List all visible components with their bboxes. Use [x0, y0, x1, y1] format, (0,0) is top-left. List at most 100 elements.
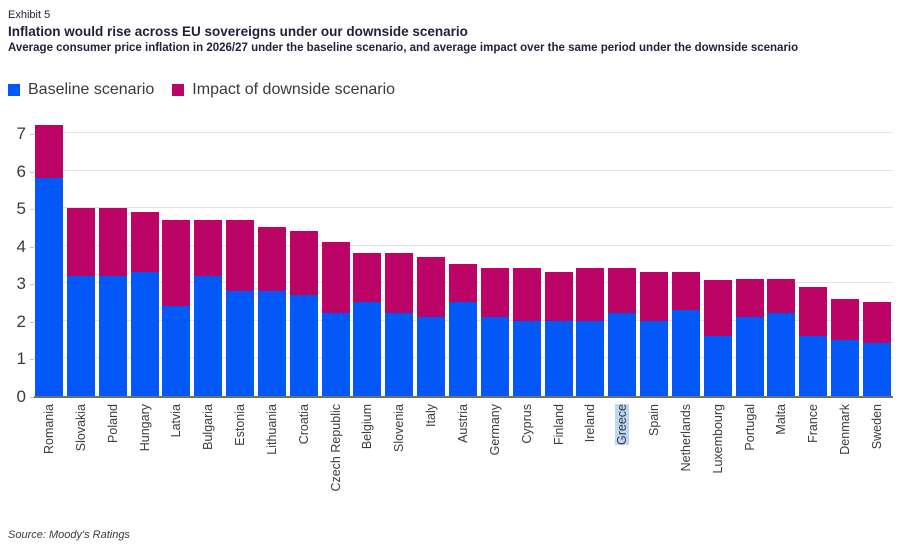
x-cell-czech-republic: Czech Republic: [322, 404, 350, 522]
baseline-segment-greece: [608, 313, 637, 396]
impact-segment-spain: [640, 272, 669, 321]
x-label-portugal: Portugal: [742, 404, 757, 451]
x-cell-greece: Greece: [608, 404, 636, 522]
y-axis: 0 1 2 3 4 5 6 7: [8, 124, 34, 406]
plot-area: [34, 124, 893, 398]
bar-greece: [608, 268, 637, 396]
bar-romania: [35, 125, 63, 396]
x-cell-germany: Germany: [481, 404, 509, 522]
baseline-segment-malta: [767, 313, 796, 396]
y-tick-label-2: 2: [16, 311, 26, 331]
impact-segment-portugal: [735, 279, 764, 317]
bar-croatia: [289, 231, 318, 396]
impact-segment-bulgaria: [194, 220, 223, 276]
y-tick-label-7: 7: [16, 124, 26, 144]
x-label-latvia: Latvia: [169, 404, 184, 438]
baseline-segment-czech-republic: [321, 313, 350, 396]
baseline-segment-bulgaria: [194, 276, 223, 396]
bar-italy: [417, 257, 446, 396]
impact-segment-italy: [417, 257, 446, 317]
baseline-segment-ireland: [576, 321, 605, 396]
x-label-malta: Malta: [774, 404, 789, 435]
baseline-segment-latvia: [162, 306, 191, 396]
impact-segment-denmark: [831, 299, 860, 340]
impact-segment-latvia: [162, 220, 191, 306]
bar-poland: [98, 208, 127, 396]
legend-label-baseline: Baseline scenario: [28, 81, 155, 98]
x-cell-denmark: Denmark: [831, 404, 859, 522]
y-tick-mark-5: [30, 209, 34, 211]
bar-cyprus: [512, 268, 541, 396]
baseline-segment-portugal: [735, 317, 764, 396]
bar-belgium: [353, 253, 382, 396]
impact-segment-netherlands: [671, 272, 700, 310]
x-label-bulgaria: Bulgaria: [201, 404, 216, 450]
x-axis-labels: Romania Slovakia Poland Hungary Latvia Bulgar…: [34, 404, 893, 522]
chart-title: Inflation would rise across EU sovereign…: [8, 24, 468, 39]
y-tick-mark-1: [30, 359, 34, 361]
x-label-austria: Austria: [455, 404, 470, 443]
bar-slovakia: [66, 208, 95, 396]
bar-sweden: [862, 302, 891, 396]
impact-segment-finland: [544, 272, 573, 321]
bar-lithuania: [257, 227, 286, 396]
bar-denmark: [831, 299, 860, 396]
bar-finland: [544, 272, 573, 396]
bar-estonia: [226, 220, 255, 396]
baseline-segment-spain: [640, 321, 669, 396]
impact-swatch-icon: [172, 84, 185, 96]
impact-segment-hungary: [130, 212, 159, 272]
x-label-cyprus: Cyprus: [519, 404, 534, 444]
x-cell-slovakia: Slovakia: [67, 404, 95, 522]
bar-germany: [480, 268, 509, 396]
gridline-5: [34, 207, 893, 209]
baseline-segment-hungary: [130, 272, 159, 396]
baseline-segment-lithuania: [257, 291, 286, 396]
bar-spain: [640, 272, 669, 396]
y-tick-label-3: 3: [16, 274, 26, 294]
x-label-sweden: Sweden: [869, 404, 884, 450]
bar-netherlands: [671, 272, 700, 396]
x-label-romania: Romania: [42, 404, 56, 455]
bar-czech-republic: [321, 242, 350, 396]
bar-latvia: [162, 220, 191, 396]
y-tick-label-6: 6: [16, 161, 26, 181]
x-label-czech-republic: Czech Republic: [328, 404, 343, 492]
x-label-croatia: Croatia: [296, 404, 311, 445]
impact-segment-germany: [480, 268, 509, 317]
x-label-slovakia: Slovakia: [73, 404, 88, 452]
x-cell-luxembourg: Luxembourg: [704, 404, 732, 522]
x-label-lithuania: Lithuania: [264, 404, 279, 455]
y-tick-label-1: 1: [16, 349, 26, 369]
x-cell-austria: Austria: [449, 404, 477, 522]
baseline-segment-netherlands: [671, 310, 700, 396]
x-cell-finland: Finland: [545, 404, 573, 522]
impact-segment-slovenia: [385, 253, 414, 313]
y-tick-mark-3: [30, 284, 34, 286]
x-cell-belgium: Belgium: [353, 404, 381, 522]
impact-segment-lithuania: [257, 227, 286, 291]
bar-malta: [767, 279, 796, 396]
x-label-denmark: Denmark: [838, 404, 853, 455]
x-cell-spain: Spain: [640, 404, 668, 522]
x-cell-bulgaria: Bulgaria: [194, 404, 222, 522]
x-label-estonia: Estonia: [233, 404, 248, 446]
x-cell-latvia: Latvia: [162, 404, 190, 522]
baseline-segment-sweden: [862, 343, 891, 396]
baseline-segment-cyprus: [512, 321, 541, 396]
impact-segment-poland: [98, 208, 127, 276]
gridline-7: [34, 132, 893, 134]
baseline-segment-italy: [417, 317, 446, 396]
bar-ireland: [576, 268, 605, 396]
x-cell-hungary: Hungary: [131, 404, 159, 522]
x-label-finland: Finland: [551, 404, 566, 445]
impact-segment-ireland: [576, 268, 605, 321]
x-label-ireland: Ireland: [583, 404, 598, 443]
x-cell-romania: Romania: [35, 404, 63, 522]
baseline-segment-estonia: [226, 291, 255, 396]
baseline-segment-france: [799, 336, 828, 396]
baseline-segment-romania: [35, 178, 63, 396]
source-attribution: Source: Moody's Ratings: [8, 529, 130, 541]
baseline-segment-austria: [448, 302, 477, 396]
